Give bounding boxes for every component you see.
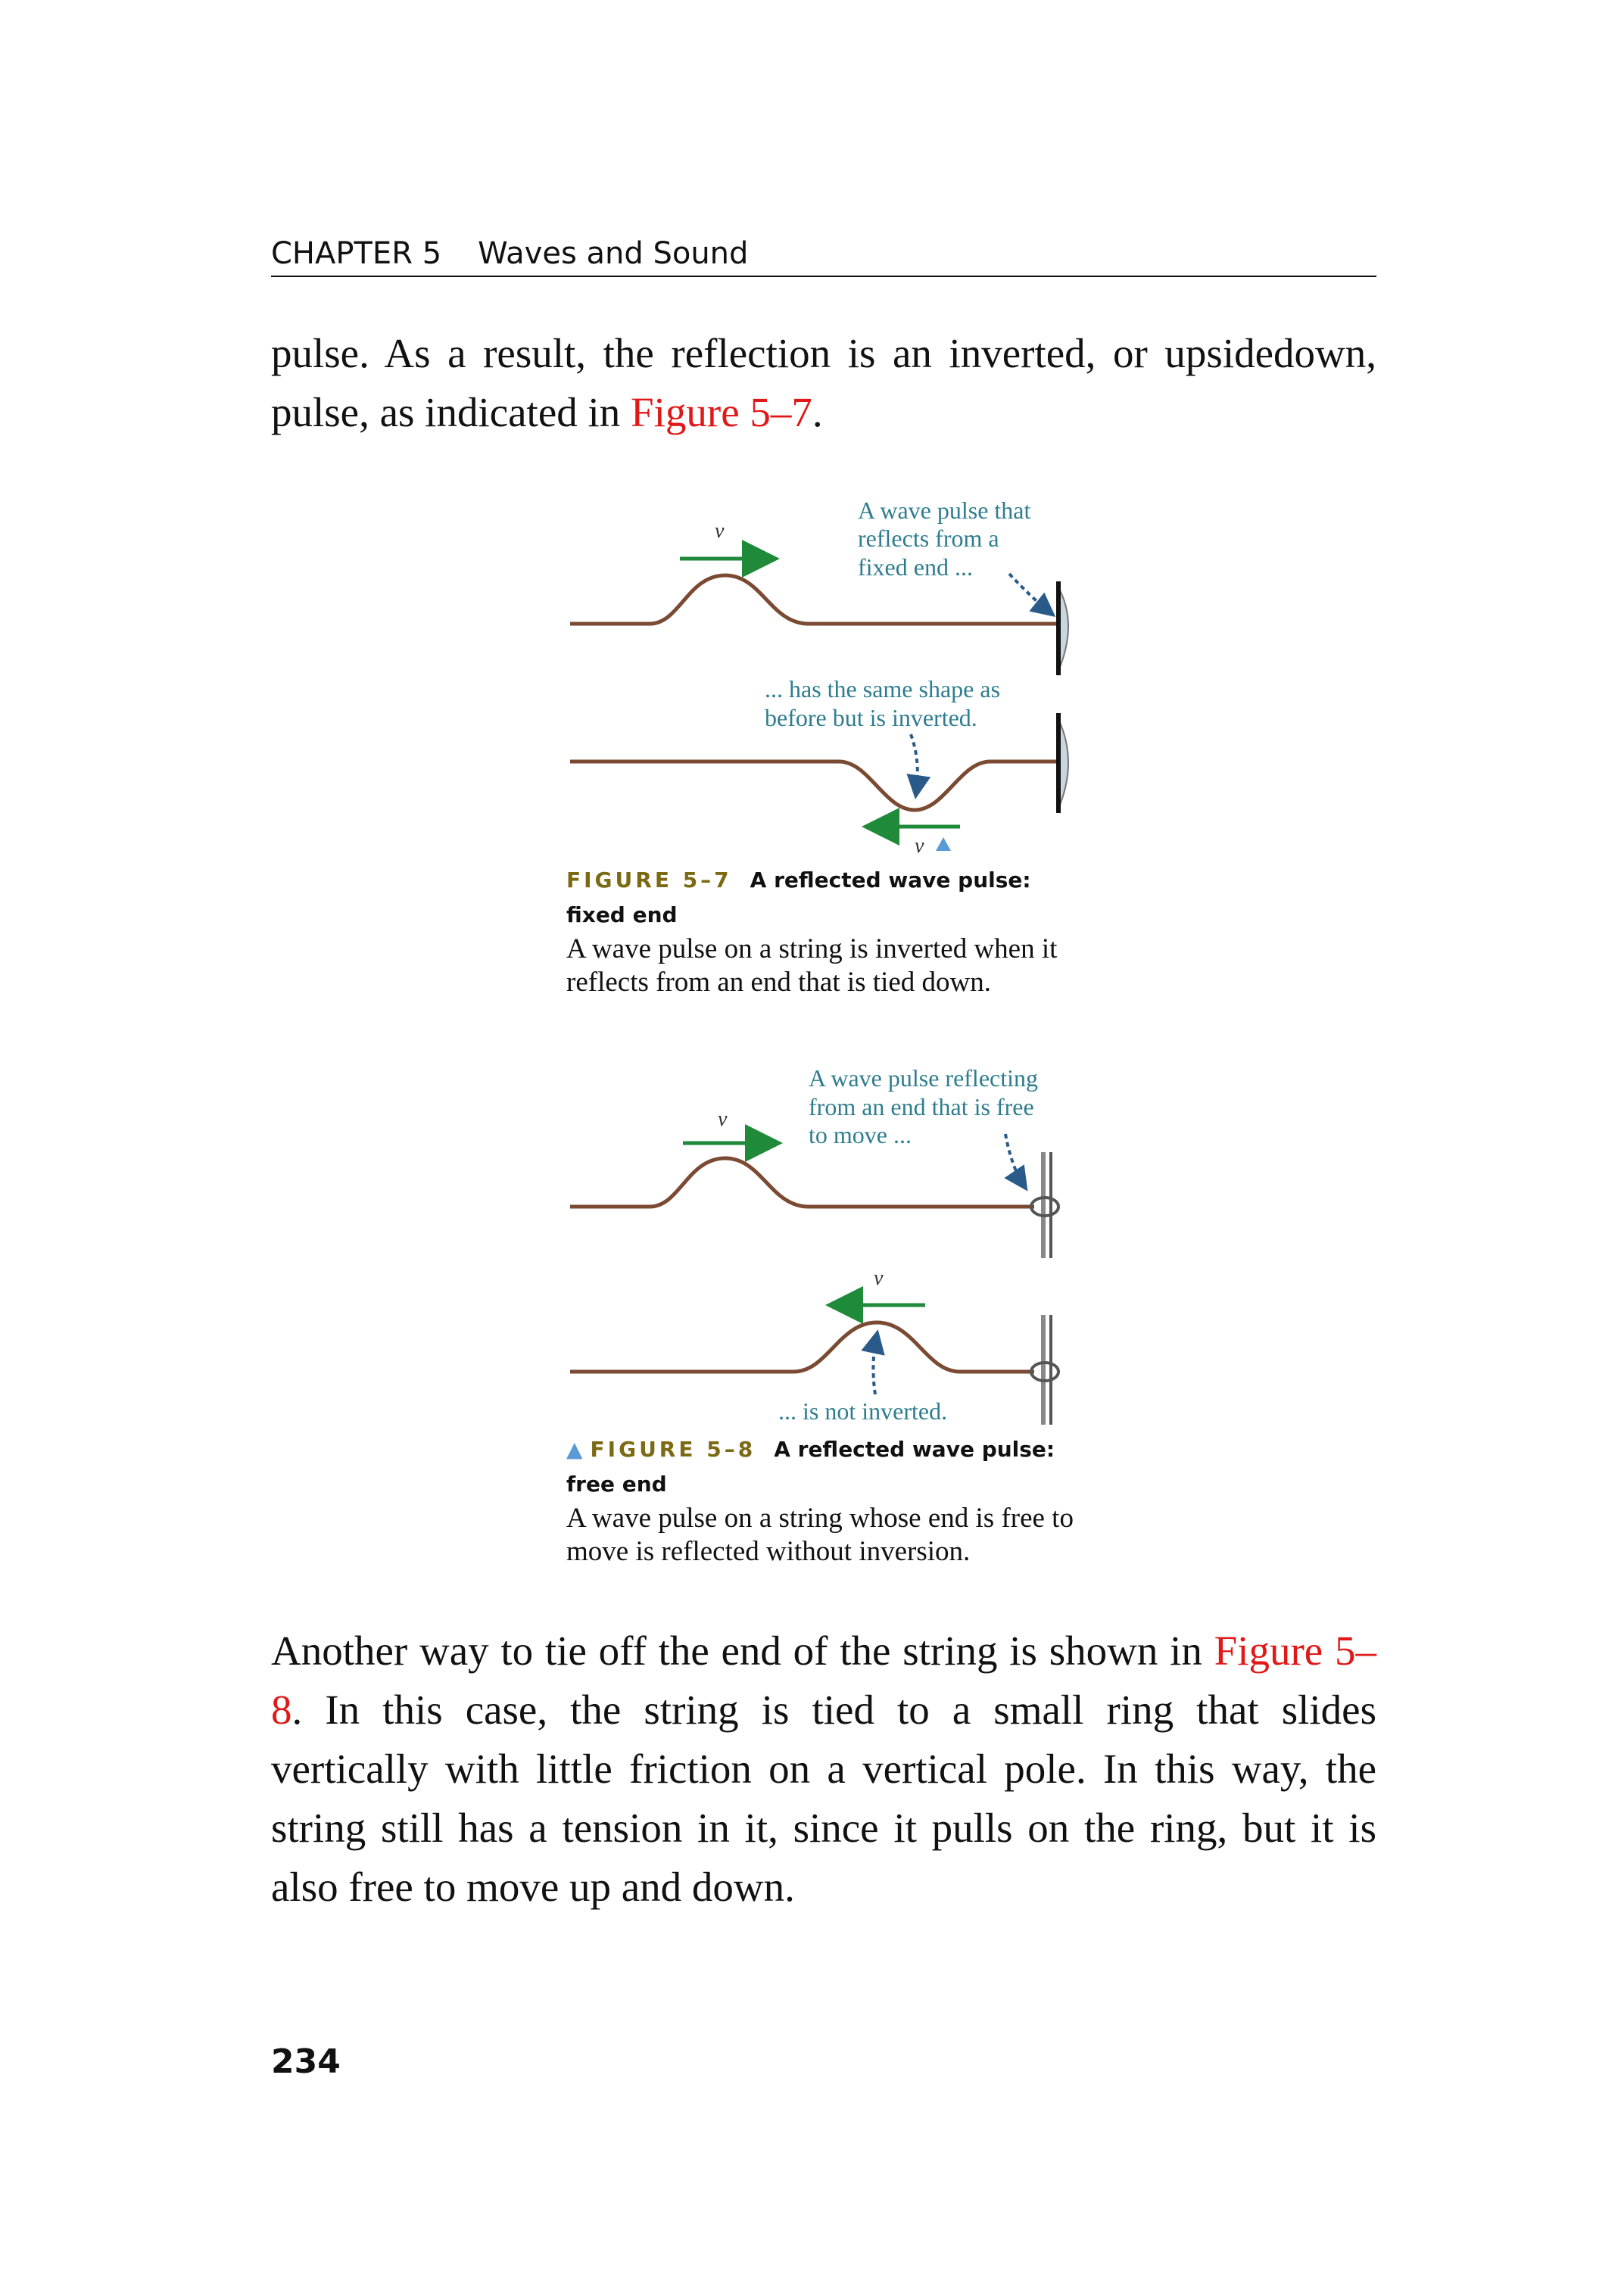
fig8-label: FIGURE 5–8 — [590, 1437, 756, 1462]
figure-5-7: A wave pulse that reflects from a fixed … — [566, 492, 1096, 999]
figure-5-8: A wave pulse reflecting from an end that… — [566, 1061, 1096, 1569]
paragraph-2: Another way to tie off the end of the st… — [271, 1622, 1376, 1917]
running-head: CHAPTER 5 Waves and Sound — [271, 229, 1376, 277]
fig7-annotation-bottom-1: ... has the same shape as — [765, 675, 1000, 703]
fig7-caption-head: FIGURE 5–7 A reflected wave pulse: fixed … — [566, 863, 1096, 933]
fig8-annotation-top-1: A wave pulse reflecting — [809, 1064, 1038, 1092]
fig8-caption-title: A reflected wave pulse: free end — [566, 1437, 1055, 1497]
paragraph-2-start: Another way to tie off the end of the st… — [271, 1628, 1214, 1674]
fig7-annotation-top-1: A wave pulse that — [858, 497, 1031, 524]
fig8-pointer-arrow-top — [1004, 1133, 1028, 1192]
fig7-pointer-arrow-bottom — [906, 734, 931, 799]
fig8-caption-head: ▲ FIGURE 5–8 A reflected wave pulse: free … — [566, 1432, 1096, 1502]
fig7-pointer-arrow-top — [1008, 572, 1056, 617]
fig8-triangle-icon: ▲ — [566, 1437, 583, 1462]
figure-5-8-diagram: A wave pulse reflecting from an end that… — [570, 1064, 1060, 1425]
chapter-label: CHAPTER 5 — [271, 236, 442, 271]
figure-5-7-diagram: A wave pulse that reflects from a fixed … — [570, 497, 1069, 858]
page-number: 234 — [271, 2042, 341, 2081]
fig8-pointer-arrow-bottom — [861, 1329, 885, 1395]
figure-5-7-link[interactable]: Figure 5–7 — [631, 389, 812, 435]
fig8-annotation-top-2: from an end that is free — [809, 1093, 1034, 1120]
fig7-annotation-bottom-2: before but is inverted. — [765, 704, 977, 731]
fig7-velocity-label-bottom: v — [915, 834, 924, 858]
fig7-string-inverted — [570, 759, 1058, 812]
fig8-caption-text: A wave pulse on a string whose end is fr… — [566, 1503, 1074, 1567]
fig8-velocity-label-top: v — [718, 1108, 728, 1131]
paragraph-2-text: . In this case, the string is tied to a … — [271, 1687, 1376, 1910]
fig7-annotation-top-3: fixed end ... — [858, 553, 973, 581]
fig8-ring-bottom — [1030, 1361, 1060, 1382]
figure-5-8-link[interactable]: Figure 5–8 — [271, 1628, 1376, 1733]
paragraph-1-text: pulse. As a result, the reflection is an… — [271, 330, 1376, 435]
fig8-ring-top — [1030, 1196, 1060, 1217]
fig7-string-upright — [570, 573, 1058, 626]
chapter-title: Waves and Sound — [478, 236, 749, 271]
fig8-string-upright — [570, 1156, 1034, 1209]
fig7-label: FIGURE 5–7 — [566, 868, 732, 893]
fig8-annotation-top-3: to move ... — [809, 1121, 912, 1148]
fig8-velocity-label-bottom: v — [874, 1266, 884, 1290]
fig8-string-reflected — [570, 1320, 1034, 1374]
paragraph-1-end: . — [812, 389, 823, 435]
fig7-caption-title: A reflected wave pulse: fixed end — [566, 868, 1031, 927]
fig7-annotation-top-2: reflects from a — [858, 525, 999, 552]
fig7-velocity-label-top: v — [715, 519, 725, 543]
fig7-caption-text: A wave pulse on a string is inverted whe… — [566, 933, 1058, 998]
paragraph-1: pulse. As a result, the reflection is an… — [271, 324, 1376, 442]
fig7-triangle-marker — [936, 837, 951, 851]
fig8-annotation-bottom: ... is not inverted. — [778, 1397, 947, 1425]
